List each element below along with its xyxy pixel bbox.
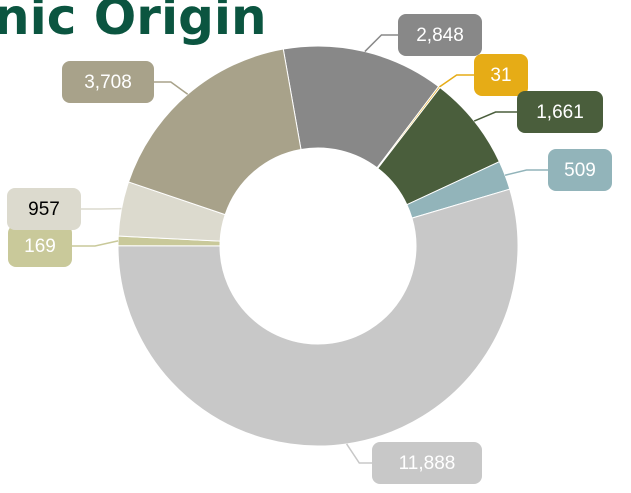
leader-line xyxy=(72,240,119,247)
data-label: 169 xyxy=(24,236,56,257)
leader-line xyxy=(154,81,189,95)
label-box xyxy=(398,14,482,56)
leader-line xyxy=(438,74,474,88)
leader-line xyxy=(345,443,372,464)
data-label: 509 xyxy=(564,160,596,181)
donut-slice xyxy=(127,48,302,216)
leader-line xyxy=(473,111,517,122)
label-box xyxy=(372,442,482,484)
chart-title: nic Origin xyxy=(0,0,267,46)
data-label: 31 xyxy=(490,65,511,86)
donut-slice xyxy=(117,188,519,447)
data-label: 2,848 xyxy=(416,25,464,46)
data-label: 3,708 xyxy=(84,72,132,93)
data-label: 11,888 xyxy=(399,453,456,474)
label-box xyxy=(474,54,528,96)
data-label: 957 xyxy=(28,199,60,220)
leader-line xyxy=(364,34,398,53)
data-label: 1,661 xyxy=(536,102,584,123)
label-box xyxy=(548,149,612,191)
leader-line xyxy=(504,169,548,176)
label-box xyxy=(7,188,81,230)
label-box xyxy=(8,225,72,267)
label-box xyxy=(62,61,154,103)
label-box xyxy=(517,91,603,133)
